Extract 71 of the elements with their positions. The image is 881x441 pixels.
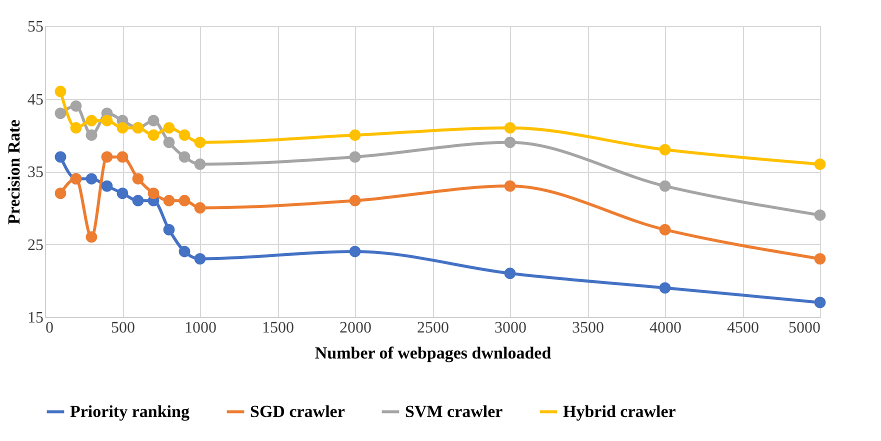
point — [178, 246, 190, 258]
y-tick-label: 45 — [28, 91, 44, 108]
point — [101, 114, 113, 126]
legend-label: SGD crawler — [250, 402, 346, 421]
point — [504, 180, 516, 192]
point — [178, 194, 190, 206]
point — [54, 151, 66, 163]
point — [116, 122, 128, 134]
legend-label: Hybrid crawler — [563, 402, 676, 421]
x-tick-label: 1000 — [184, 320, 216, 336]
point — [86, 114, 98, 126]
point — [194, 136, 206, 148]
x-tick-label: 3000 — [494, 320, 526, 336]
y-tick-label: 35 — [28, 164, 44, 181]
point — [659, 224, 671, 236]
x-axis-title: Number of webpages dwnloaded — [314, 344, 552, 362]
point — [132, 194, 144, 206]
x-tick-label: 4500 — [727, 320, 759, 336]
x-tick-label: 5000 — [788, 320, 820, 336]
point — [504, 136, 516, 148]
point — [132, 173, 144, 184]
legend-label: SVM crawler — [405, 402, 504, 421]
point — [101, 151, 113, 163]
point — [194, 202, 206, 214]
x-tick-label: 1500 — [262, 320, 294, 336]
point — [148, 114, 160, 126]
point — [349, 129, 361, 141]
x-tick-label: 0 — [46, 320, 54, 336]
point — [86, 173, 98, 184]
x-tick-label: 2500 — [417, 320, 449, 336]
point — [116, 151, 128, 163]
point — [163, 224, 175, 236]
point — [54, 188, 66, 200]
point — [349, 194, 361, 206]
point — [194, 253, 206, 264]
point — [504, 268, 516, 280]
point — [814, 209, 826, 221]
y-axis-title: Precision Rate — [4, 119, 24, 224]
point — [163, 194, 175, 206]
point — [70, 122, 82, 134]
point — [814, 296, 826, 308]
point — [349, 246, 361, 258]
point — [86, 129, 98, 141]
point — [178, 129, 190, 141]
point — [814, 158, 826, 170]
x-tick-label: 500 — [111, 320, 135, 336]
point — [504, 122, 516, 134]
legend-label: Priority ranking — [70, 402, 190, 421]
x-tick-label: 4000 — [650, 320, 682, 336]
x-tick-label: 2000 — [340, 320, 372, 336]
point — [349, 151, 361, 163]
point — [659, 144, 671, 156]
y-tick-label: 55 — [28, 18, 44, 36]
point — [86, 231, 98, 243]
point — [163, 122, 175, 134]
x-tick-label: 3500 — [572, 320, 604, 336]
point — [148, 188, 160, 200]
y-tick-label: 15 — [28, 310, 44, 326]
point — [101, 180, 113, 192]
point — [659, 180, 671, 192]
point — [659, 282, 671, 294]
point — [814, 253, 826, 264]
point — [163, 136, 175, 148]
point — [116, 188, 128, 200]
point — [194, 158, 206, 170]
y-tick-label: 25 — [28, 236, 44, 254]
point — [148, 129, 160, 141]
point — [54, 86, 66, 98]
point — [70, 100, 82, 112]
point — [178, 151, 190, 163]
point — [54, 108, 66, 119]
